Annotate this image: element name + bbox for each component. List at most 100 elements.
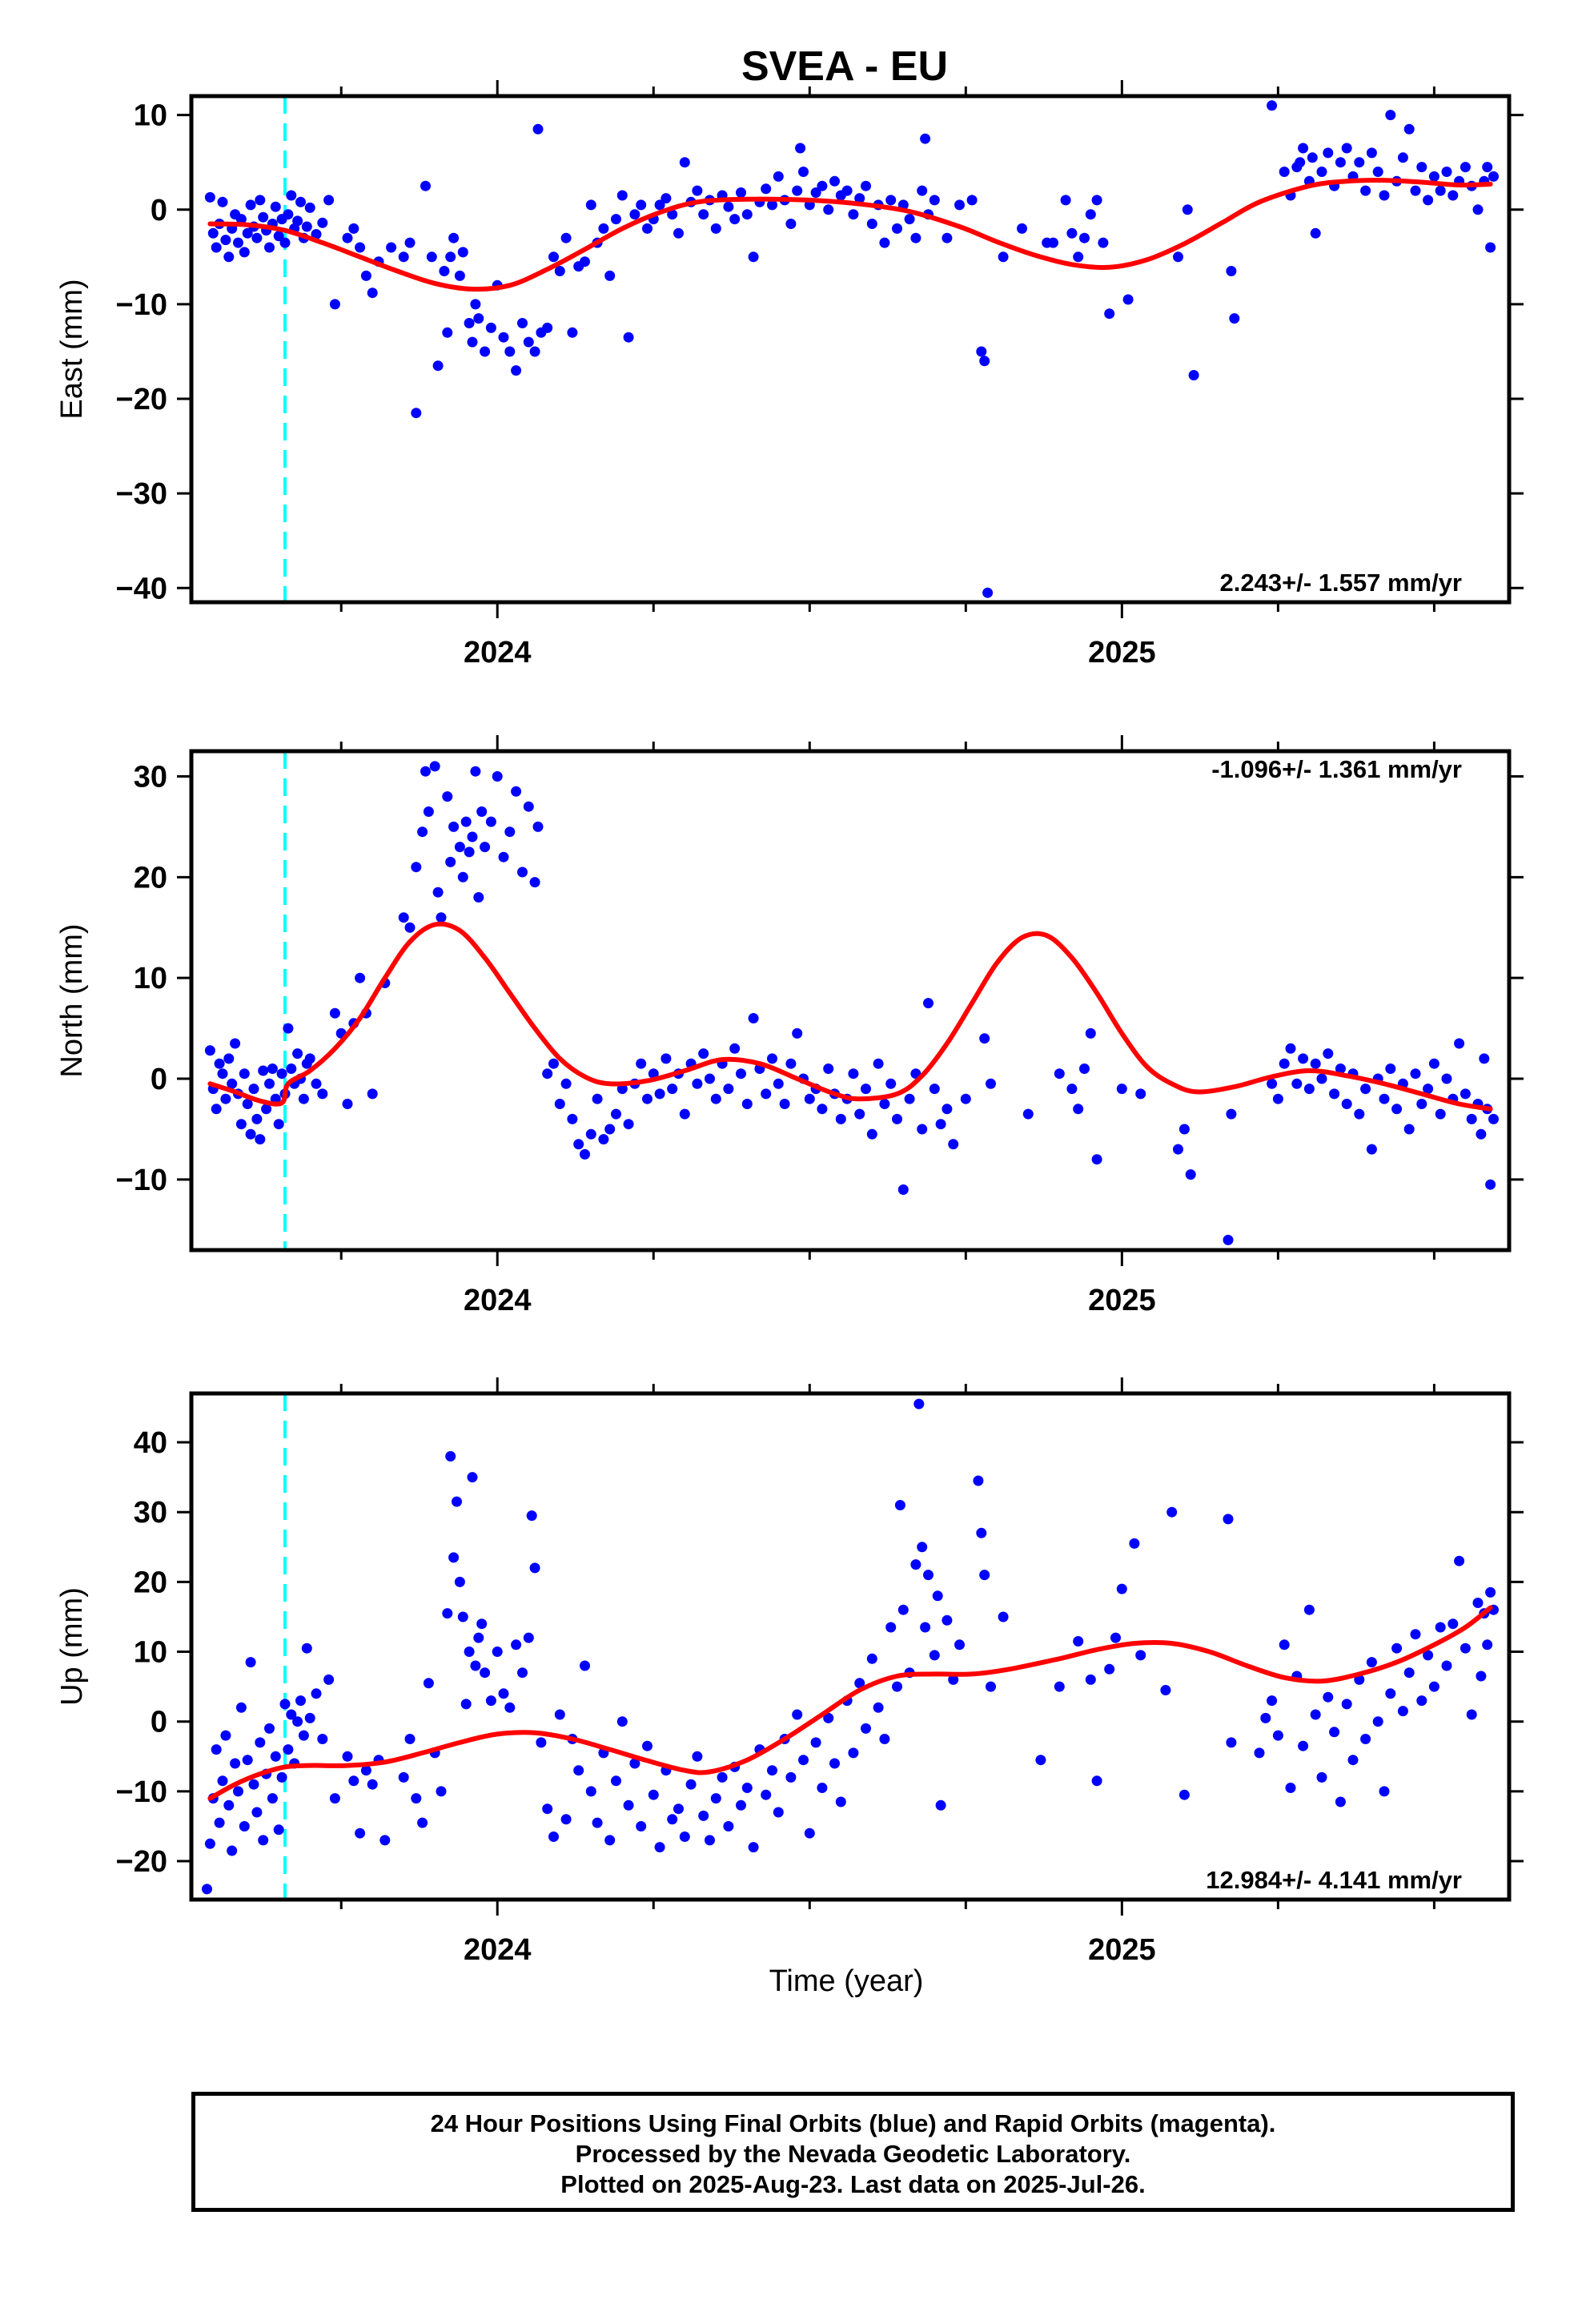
north-data-point: [1479, 1053, 1490, 1064]
east-data-point: [1323, 147, 1334, 159]
up-data-point: [580, 1660, 590, 1671]
north-data-point: [1403, 1124, 1415, 1135]
north-data-point: [935, 1119, 946, 1130]
up-data-point: [476, 1618, 488, 1630]
up-data-point: [986, 1681, 996, 1692]
north-data-point: [598, 1134, 609, 1145]
north-data-point: [592, 1093, 603, 1104]
east-data-point: [485, 322, 496, 333]
north-data-point: [304, 1053, 315, 1064]
up-data-point: [1482, 1639, 1493, 1651]
up-data-point: [673, 1803, 684, 1815]
up-data-points: [202, 1398, 1499, 1895]
up-data-point: [667, 1814, 678, 1825]
east-data-point: [692, 185, 703, 196]
north-data-point: [1185, 1169, 1196, 1180]
north-data-point: [457, 871, 468, 883]
north-data-point: [1441, 1073, 1452, 1084]
north-data-point: [217, 1068, 228, 1080]
east-velocity-label: 2.243+/- 1.557 mm/yr: [1220, 569, 1462, 597]
east-data-point: [1091, 195, 1102, 206]
east-y-tick-label: −30: [116, 477, 167, 511]
east-data-point: [920, 133, 931, 144]
north-data-point: [1485, 1179, 1496, 1190]
up-data-point: [467, 1472, 478, 1483]
footer-line-1: 24 Hour Positions Using Final Orbits (bl…: [430, 2109, 1276, 2137]
east-data-point: [810, 187, 821, 198]
up-data-point: [1285, 1783, 1296, 1793]
east-data-point: [220, 235, 231, 246]
east-data-point: [1017, 223, 1027, 234]
east-data-point: [1079, 232, 1090, 243]
east-data-point: [1385, 110, 1396, 121]
north-data-point: [835, 1113, 846, 1124]
east-data-point: [585, 199, 596, 211]
north-data-point: [255, 1134, 266, 1145]
north-data-point: [1079, 1063, 1090, 1074]
east-data-point: [861, 180, 871, 191]
east-model-curve: [207, 178, 1493, 292]
east-data-point: [207, 227, 219, 239]
east-data-point: [866, 219, 877, 229]
east-data-point: [1226, 266, 1237, 276]
east-data-point: [1410, 185, 1421, 196]
up-data-point: [1360, 1734, 1371, 1744]
east-data-point: [1460, 162, 1471, 173]
up-data-point: [892, 1681, 902, 1692]
north-model-line: [207, 921, 1493, 1112]
north-data-point: [879, 1099, 890, 1109]
north-data-point: [298, 1093, 309, 1104]
up-data-point: [554, 1709, 565, 1720]
north-data-point: [1054, 1068, 1065, 1080]
east-data-point: [245, 199, 256, 211]
up-data-point: [861, 1723, 871, 1734]
east-data-point: [1048, 237, 1058, 248]
up-data-point: [239, 1821, 250, 1831]
north-data-point: [748, 1013, 759, 1023]
up-data-point: [894, 1500, 905, 1510]
east-y-tick-label: −40: [116, 572, 167, 605]
north-data-point: [548, 1058, 559, 1069]
east-data-point: [917, 185, 928, 196]
up-data-point: [258, 1835, 269, 1846]
east-y-axis-label: East (mm): [55, 279, 89, 419]
east-data-point: [554, 266, 565, 276]
east-data-point: [1188, 370, 1199, 380]
east-data-point: [317, 217, 328, 228]
east-data-point: [1307, 152, 1318, 163]
north-data-point: [866, 1128, 877, 1140]
up-data-point: [1329, 1727, 1340, 1738]
east-data-point: [304, 202, 315, 213]
up-data-point: [295, 1695, 306, 1707]
up-data-point: [611, 1775, 621, 1787]
up-data-point: [470, 1660, 481, 1671]
up-data-point: [685, 1779, 697, 1790]
east-data-point: [301, 221, 312, 232]
up-data-point: [692, 1751, 703, 1762]
up-data-point: [235, 1702, 247, 1713]
up-data-point: [342, 1751, 353, 1762]
up-data-point: [642, 1740, 652, 1751]
east-data-point: [817, 180, 828, 191]
up-data-point: [1054, 1681, 1065, 1692]
up-data-point: [1035, 1755, 1046, 1766]
north-data-point: [785, 1058, 797, 1069]
up-data-point: [227, 1845, 238, 1856]
north-data-point: [245, 1128, 256, 1140]
north-data-point: [1298, 1053, 1309, 1064]
up-panel: 40 30 20 10 0 −10 −20 2024 2025 Up (mm) 12.984+/…: [55, 1377, 1524, 1967]
up-y-tick-label: −10: [116, 1775, 167, 1809]
east-data-point: [1423, 195, 1434, 206]
north-model-curve: [207, 921, 1493, 1112]
up-data-point: [932, 1590, 943, 1602]
up-data-point: [504, 1702, 516, 1713]
up-x-tick-label: 2024: [464, 1933, 532, 1967]
up-data-point: [276, 1771, 287, 1783]
up-data-point: [917, 1542, 928, 1553]
east-data-point: [667, 209, 678, 220]
up-data-point: [255, 1737, 266, 1748]
up-data-point: [242, 1755, 253, 1766]
north-data-point: [404, 922, 416, 933]
east-data-point: [854, 193, 865, 204]
